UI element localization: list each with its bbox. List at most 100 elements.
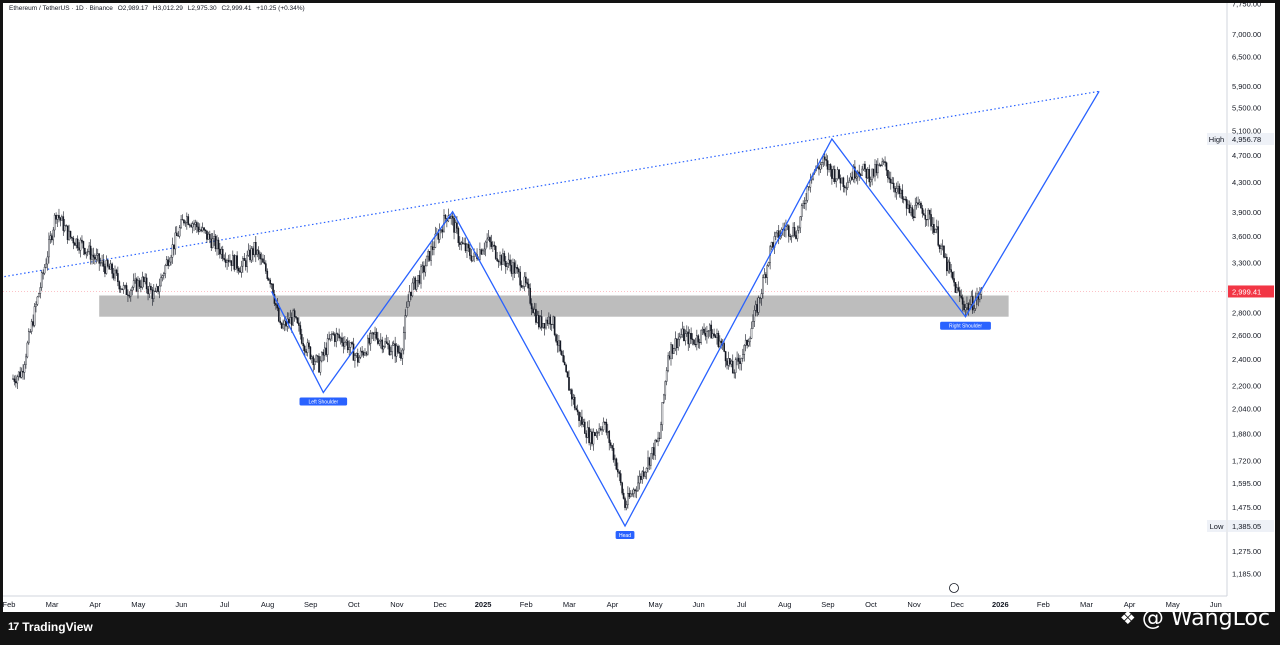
candle-body: [829, 164, 832, 170]
candle-body: [401, 349, 404, 359]
candle-body: [352, 343, 355, 361]
candle-body: [296, 317, 299, 324]
candle-body: [217, 239, 220, 250]
low-label: Low: [1210, 522, 1224, 531]
candle-body: [379, 339, 382, 342]
candle-body: [887, 170, 889, 179]
candle-body: [746, 339, 748, 346]
candle-body: [23, 364, 26, 373]
candle-body: [660, 424, 662, 439]
candle-body: [612, 447, 615, 461]
candle-body: [457, 228, 460, 243]
candle-body: [918, 202, 921, 205]
candle-body: [88, 245, 90, 252]
time-tick-label: 2026: [992, 600, 1009, 609]
candle-body: [405, 307, 408, 316]
candle-body: [280, 322, 283, 329]
pattern-label-box: [299, 397, 348, 406]
candle-body: [642, 471, 645, 477]
candle-body: [760, 293, 763, 299]
time-tick-label: 2025: [475, 600, 492, 609]
candle-body: [640, 476, 642, 480]
candle-body: [714, 335, 717, 338]
candle-body: [247, 249, 250, 256]
candle-body: [377, 338, 379, 344]
candle-body: [282, 324, 284, 329]
candle-body: [214, 236, 217, 250]
candle-body: [308, 342, 310, 348]
candle-body: [142, 276, 145, 283]
candle-body: [757, 297, 760, 313]
candle-body: [372, 332, 375, 335]
candle-body: [470, 255, 473, 261]
candle-body: [391, 345, 394, 353]
candle-body: [931, 224, 934, 227]
candle-body: [967, 303, 970, 310]
candle-body: [50, 235, 53, 241]
candle-body: [270, 283, 273, 285]
candle-body: [910, 207, 912, 213]
candle-body: [368, 337, 371, 344]
candle-body: [668, 355, 671, 359]
candle-body: [921, 207, 924, 214]
candle-body: [724, 351, 727, 362]
candle-body: [115, 269, 118, 274]
candle-body: [144, 277, 146, 283]
price-tick-label: 5,900.00: [1232, 82, 1261, 91]
candle-body: [63, 225, 66, 231]
candle-body: [637, 482, 639, 491]
candle-body: [315, 355, 317, 362]
candle-body: [244, 260, 247, 267]
candle-body: [561, 350, 563, 356]
candle-body: [731, 360, 734, 374]
candle-body: [877, 164, 879, 174]
candle-body: [647, 457, 649, 469]
candle-body: [427, 251, 429, 257]
candle-body: [140, 286, 142, 288]
candle-body: [911, 207, 914, 217]
candle-body: [76, 238, 79, 248]
candle-body: [132, 280, 135, 288]
candle-body: [892, 182, 895, 189]
symbol-legend[interactable]: Ethereum / TetherUS · 1D · Binance O2,98…: [9, 5, 308, 12]
candle-body: [236, 255, 238, 269]
tradingview-logo[interactable]: 17 TradingView: [8, 620, 93, 634]
candle-body: [16, 376, 19, 384]
candle-body: [285, 320, 287, 327]
candle-body: [744, 339, 747, 346]
candle-body: [717, 333, 720, 347]
candle-body: [196, 222, 198, 228]
candle-body: [575, 407, 577, 411]
candle-body: [98, 253, 100, 264]
price-tick-label: 5,500.00: [1232, 103, 1261, 112]
candle-body: [517, 268, 520, 273]
candle-body: [890, 178, 892, 184]
candle-body: [425, 255, 428, 267]
candle-body: [795, 235, 797, 239]
price-tick-label: 1,720.00: [1232, 456, 1261, 465]
candle-body: [979, 294, 981, 300]
candle-body: [905, 199, 908, 209]
candle-body: [72, 237, 75, 244]
candle-body: [122, 285, 125, 290]
candle-body: [957, 287, 960, 291]
candle-body: [750, 328, 753, 339]
candle-body: [540, 316, 543, 328]
candle-body: [155, 286, 158, 292]
candle-body: [321, 352, 323, 362]
symbol-pair[interactable]: Ethereum / TetherUS · 1D · Binance: [9, 5, 113, 12]
candle-body: [556, 341, 559, 346]
candle-body: [946, 256, 948, 272]
candle-body: [756, 304, 758, 313]
candle-body: [168, 261, 171, 266]
candle-body: [417, 275, 419, 281]
candle-body: [536, 315, 539, 323]
candle-body: [102, 260, 105, 267]
plot-area: Left Shoulder Head Right Shoulder: [3, 90, 1227, 539]
candle-body: [700, 329, 702, 343]
candle-body: [552, 316, 554, 325]
chart-pane[interactable]: Left Shoulder Head Right Shoulder 1,185.00 1…: [3, 3, 1275, 612]
candle-body: [418, 275, 421, 284]
